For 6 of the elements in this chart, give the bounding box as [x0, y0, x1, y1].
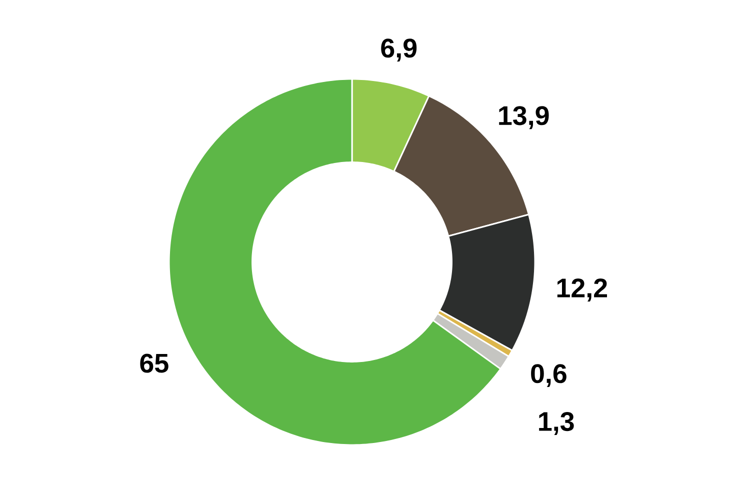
data-label: 0,6 — [531, 364, 566, 388]
data-label: 6,9 — [381, 38, 417, 62]
data-label: 1,3 — [539, 412, 574, 435]
data-label: 13,9 — [499, 106, 549, 130]
data-label: 12,2 — [557, 278, 607, 302]
data-label: 65 — [140, 354, 168, 373]
